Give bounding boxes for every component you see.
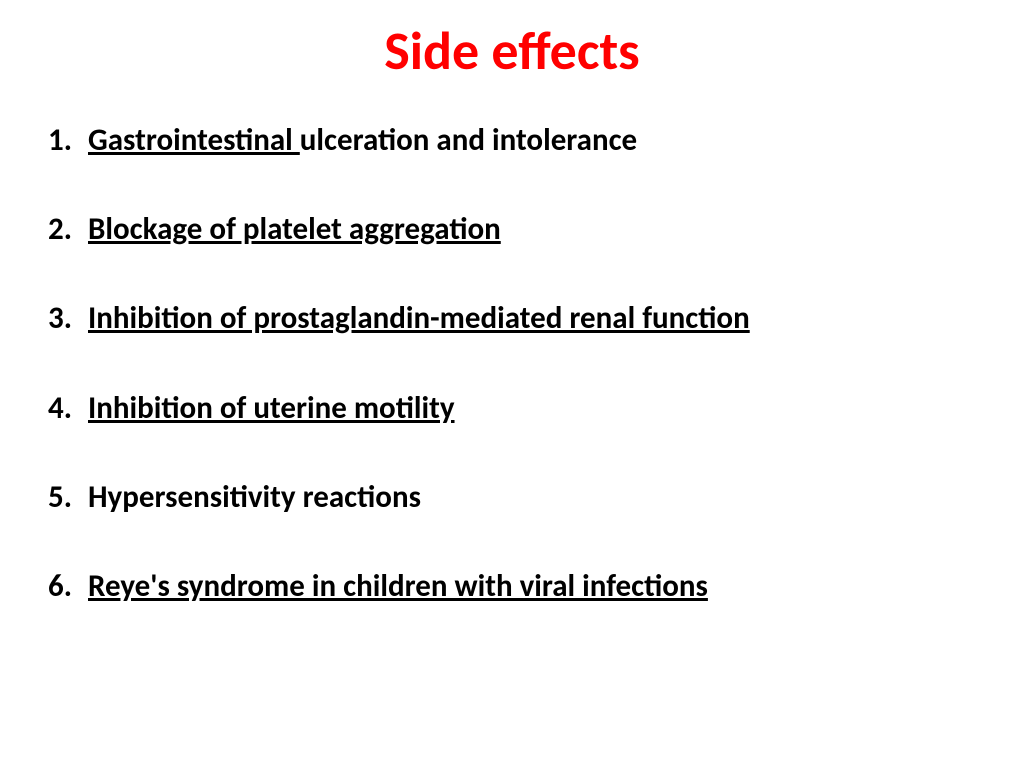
list-item: Inhibition of prostaglandin-mediated ren… xyxy=(48,300,976,337)
list-item-underlined: Inhibition of prostaglandin-mediated ren… xyxy=(88,299,750,337)
list-item: Gastrointestinal ulceration and intolera… xyxy=(48,122,976,159)
list-item: Hypersensitivity reactions xyxy=(48,479,976,516)
slide-title: Side effects xyxy=(48,18,976,84)
side-effects-list: Gastrointestinal ulceration and intolera… xyxy=(48,122,976,605)
list-item: Reye's syndrome in children with viral i… xyxy=(48,568,976,605)
list-item-rest: Hypersensitivity reactions xyxy=(88,478,421,516)
list-item: Inhibition of uterine motility xyxy=(48,390,976,427)
list-item-underlined: Inhibition of uterine motility xyxy=(88,389,455,427)
list-item-underlined: Blockage of platelet aggregation xyxy=(88,210,501,248)
list-item: Blockage of platelet aggregation xyxy=(48,211,976,248)
list-item-underlined: Gastrointestinal xyxy=(88,121,300,159)
list-item-underlined: Reye's syndrome in children with viral i… xyxy=(88,567,708,605)
list-item-rest: ulceration and intolerance xyxy=(300,121,637,159)
